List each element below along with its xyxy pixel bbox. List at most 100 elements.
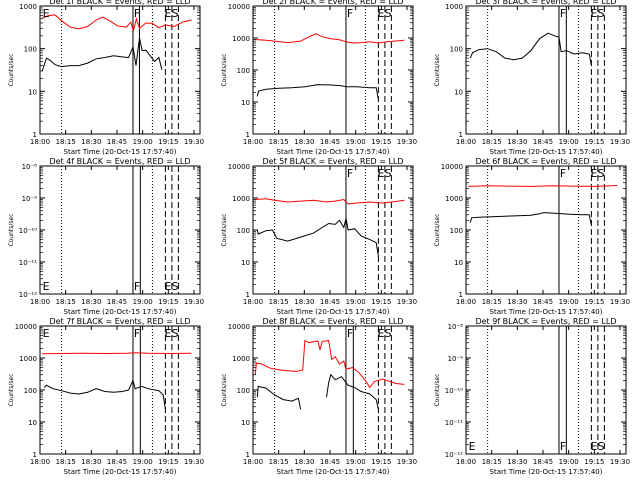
- x-tick-label: 19:30: [184, 458, 204, 466]
- events-series-line: [43, 378, 166, 410]
- x-tick-label: 19:30: [397, 298, 417, 306]
- y-tick-label: 1: [459, 291, 463, 299]
- lld-series-line: [42, 14, 192, 33]
- y-tick-label: 10: [241, 99, 250, 107]
- plot-frame: [465, 5, 627, 135]
- y-tick-label: 10: [28, 88, 37, 96]
- y-tick-label: 10000: [228, 163, 250, 171]
- panel-2: Det 2f BLACK = Events, RED = LLD 18:00 18:…: [221, 0, 417, 156]
- x-tick-label: 19:15: [158, 458, 178, 466]
- x-tick-label: 18:15: [269, 458, 289, 466]
- x-tick-label: 19:00: [133, 298, 153, 306]
- y-tick-label: 1: [33, 131, 37, 139]
- x-tick-label: 18:00: [30, 138, 50, 146]
- marker-annotation: ES: [591, 7, 605, 20]
- x-axis-label: Start Time (20-Oct-15 17:57:40): [277, 308, 390, 316]
- x-tick-label: 19:15: [371, 298, 391, 306]
- x-tick-label: 18:00: [456, 138, 476, 146]
- y-tick-label: 1: [33, 451, 37, 459]
- lld-series-line: [255, 198, 405, 205]
- x-tick-label: 18:00: [456, 458, 476, 466]
- y-axis-label: Counts/sec: [434, 213, 441, 246]
- panel-7: Det 7f BLACK = Events, RED = LLD 18:00 18:…: [8, 317, 204, 476]
- plot-frame: [39, 5, 201, 135]
- x-tick-label: 18:45: [320, 138, 340, 146]
- x-tick-label: 18:30: [81, 138, 101, 146]
- events-series-line: [469, 212, 592, 226]
- x-tick-label: 19:30: [397, 458, 417, 466]
- plot-frame: [465, 325, 627, 455]
- plot-frame: [252, 5, 414, 135]
- y-tick-label: 10⁻⁹: [22, 195, 38, 203]
- marker-annotation: F: [560, 7, 566, 20]
- x-tick-label: 18:15: [482, 458, 502, 466]
- x-tick-label: 18:15: [56, 298, 76, 306]
- x-tick-label: 18:15: [56, 458, 76, 466]
- x-tick-label: 19:30: [184, 298, 204, 306]
- y-axis-label: Counts/sec: [221, 373, 228, 406]
- y-tick-label: 1000: [19, 355, 37, 363]
- y-tick-label: 1: [459, 131, 463, 139]
- panel-6: Det 6f BLACK = Events, RED = LLD 18:00 18:…: [434, 157, 630, 316]
- x-tick-label: 19:00: [133, 138, 153, 146]
- marker-annotation: F: [560, 167, 566, 180]
- events-series-line: [469, 32, 592, 66]
- x-tick-label: 18:30: [294, 458, 314, 466]
- x-tick-label: 18:45: [107, 298, 127, 306]
- x-tick-label: 18:00: [243, 458, 263, 466]
- y-tick-label: 10000: [15, 323, 37, 331]
- marker-annotation: ES: [591, 440, 605, 453]
- x-tick-label: 19:00: [559, 138, 579, 146]
- y-tick-label: 10000: [441, 163, 463, 171]
- x-tick-label: 19:30: [184, 138, 204, 146]
- events-series-line: [256, 84, 379, 100]
- x-tick-label: 18:30: [507, 138, 527, 146]
- y-tick-label: 10⁻¹⁰: [445, 387, 463, 395]
- y-tick-label: 1: [246, 131, 250, 139]
- marker-annotation: E: [469, 440, 476, 453]
- marker-annotation: F: [134, 7, 140, 20]
- marker-annotation: F: [347, 327, 353, 340]
- marker-annotation: ES: [378, 7, 392, 20]
- x-tick-label: 18:30: [507, 458, 527, 466]
- y-axis-label: Counts/sec: [221, 53, 228, 86]
- y-tick-label: 1000: [232, 35, 250, 43]
- chart-title: Det 8f BLACK = Events, RED = LLD: [262, 317, 403, 326]
- y-axis-label: Counts/sec: [434, 53, 441, 86]
- x-tick-label: 19:15: [584, 458, 604, 466]
- y-tick-label: 10: [454, 259, 463, 267]
- panel-3: Det 3f BLACK = Events, RED = LLD 18:00 18:…: [434, 0, 630, 156]
- marker-annotation: F: [560, 440, 566, 453]
- x-axis-label: Start Time (20-Oct-15 17:57:40): [490, 468, 603, 476]
- x-tick-label: 18:00: [30, 298, 50, 306]
- panel-9: Det 9f BLACK = Events, RED = LLD 18:00 18:…: [434, 317, 630, 476]
- events-series-line: [256, 218, 379, 257]
- marker-annotation: ES: [165, 7, 179, 20]
- x-tick-label: 18:45: [533, 298, 553, 306]
- panel-1: Det 1f BLACK = Events, RED = LLD 18:00 18:…: [8, 0, 204, 156]
- x-tick-label: 18:45: [533, 458, 553, 466]
- x-tick-label: 19:15: [158, 298, 178, 306]
- y-tick-label: 10: [241, 259, 250, 267]
- x-tick-label: 18:45: [320, 298, 340, 306]
- x-axis-label: Start Time (20-Oct-15 17:57:40): [64, 468, 177, 476]
- x-tick-label: 19:15: [158, 138, 178, 146]
- x-axis-label: Start Time (20-Oct-15 17:57:40): [277, 468, 390, 476]
- chart-title: Det 7f BLACK = Events, RED = LLD: [49, 317, 190, 326]
- x-tick-label: 18:00: [243, 138, 263, 146]
- chart-title: Det 1f BLACK = Events, RED = LLD: [49, 0, 190, 6]
- y-tick-label: 10: [28, 419, 37, 427]
- y-tick-label: 100: [237, 387, 250, 395]
- x-tick-label: 18:15: [269, 138, 289, 146]
- chart-title: Det 4f BLACK = Events, RED = LLD: [49, 157, 190, 166]
- x-tick-label: 18:45: [533, 138, 553, 146]
- y-axis-label: Counts/sec: [8, 53, 15, 86]
- x-tick-label: 18:15: [482, 298, 502, 306]
- y-tick-label: 1000: [232, 195, 250, 203]
- plot-frame: [39, 165, 201, 295]
- events-series-line: [41, 37, 163, 72]
- y-tick-label: 100: [450, 227, 463, 235]
- x-axis-label: Start Time (20-Oct-15 17:57:40): [490, 148, 603, 156]
- marker-annotation: ES: [378, 167, 392, 180]
- y-tick-label: 10⁻¹¹: [19, 259, 37, 267]
